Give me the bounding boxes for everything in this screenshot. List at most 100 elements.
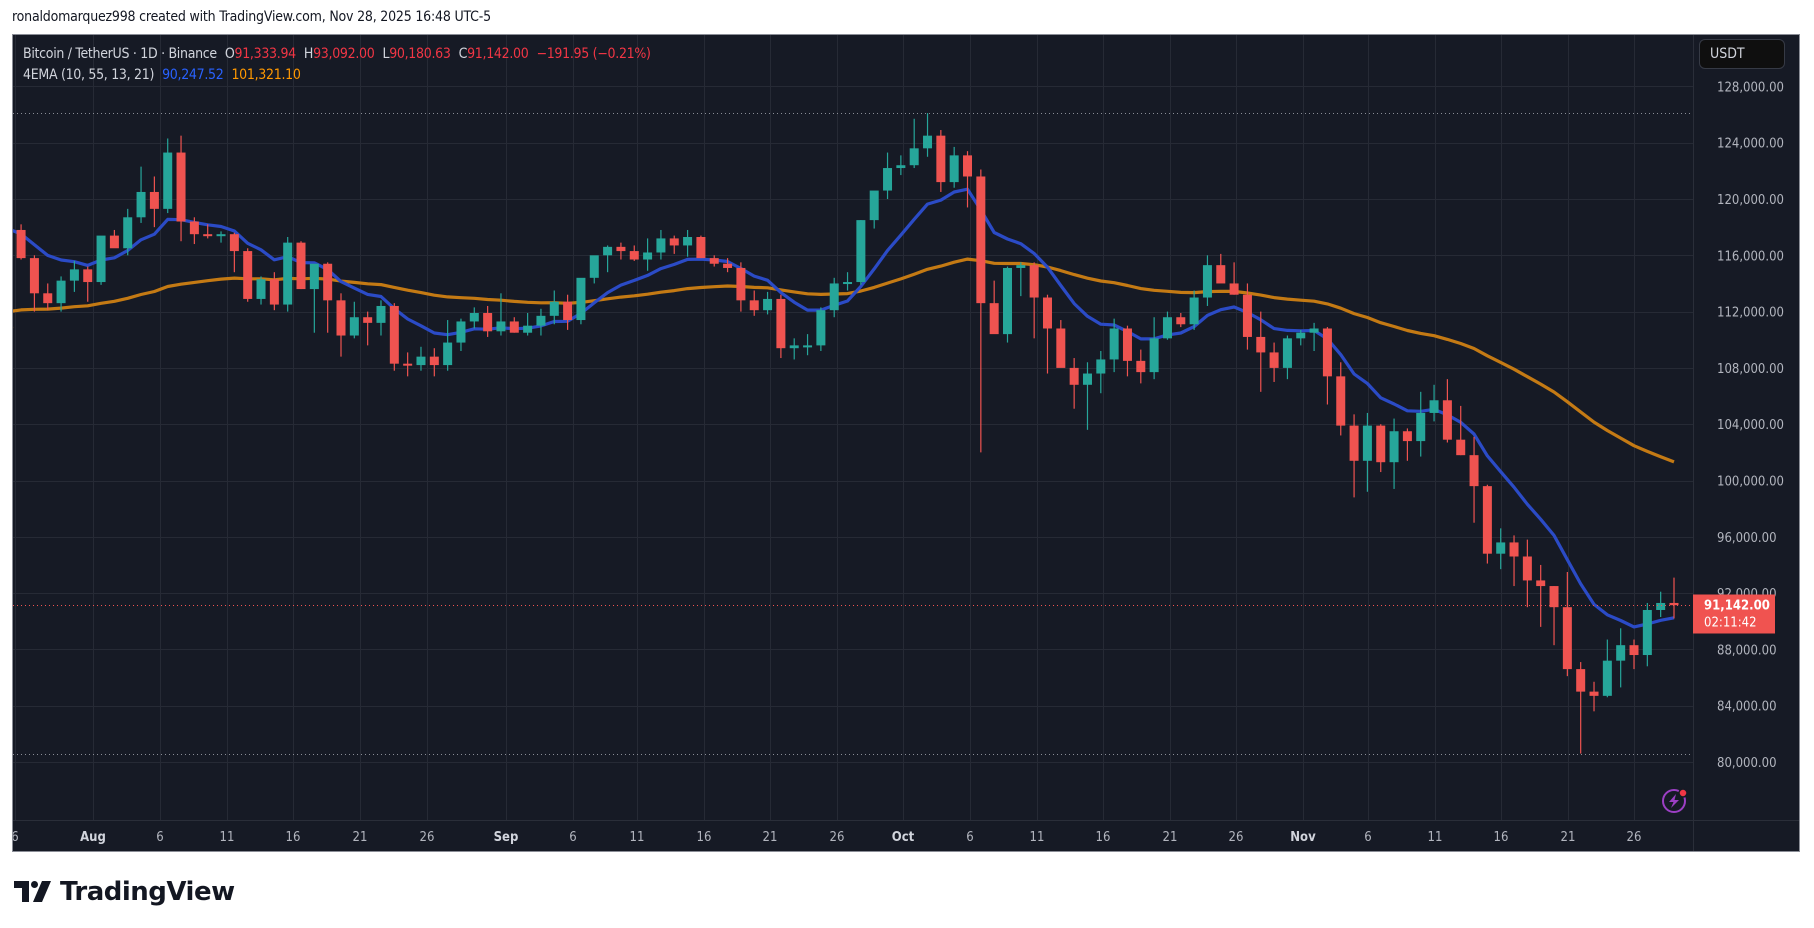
candle[interactable] [749, 290, 759, 316]
candle[interactable] [1229, 262, 1239, 295]
candle[interactable] [683, 229, 693, 257]
candle[interactable] [603, 245, 613, 273]
candle[interactable] [1056, 320, 1066, 368]
candle[interactable] [896, 155, 906, 176]
candle[interactable] [563, 294, 573, 330]
candle[interactable] [829, 277, 839, 318]
candle[interactable] [616, 242, 626, 260]
candle[interactable] [496, 293, 506, 336]
candle[interactable] [1496, 528, 1506, 570]
candle[interactable] [1656, 591, 1666, 618]
candle[interactable] [736, 262, 746, 312]
candle[interactable] [1016, 262, 1026, 297]
candle[interactable] [723, 258, 733, 273]
candle[interactable] [789, 338, 799, 360]
candle[interactable] [189, 217, 199, 245]
candle[interactable] [816, 307, 826, 352]
candle[interactable] [1389, 418, 1399, 489]
candle[interactable] [1296, 329, 1306, 346]
candle[interactable] [1442, 379, 1452, 443]
candle[interactable] [229, 232, 239, 273]
indicator-title[interactable]: 4EMA (10, 55, 13, 21) [23, 67, 155, 83]
candle[interactable] [696, 235, 706, 259]
candle[interactable] [469, 307, 479, 329]
candle[interactable] [976, 169, 986, 453]
candle[interactable] [803, 334, 813, 356]
candle[interactable] [923, 113, 933, 157]
candle[interactable] [763, 291, 773, 315]
candle[interactable] [1522, 539, 1532, 608]
candle[interactable] [1509, 535, 1519, 587]
candle[interactable] [296, 241, 306, 290]
currency-button[interactable]: USDT [1699, 39, 1785, 69]
candle[interactable] [1642, 602, 1652, 667]
candle[interactable] [1322, 327, 1332, 405]
candle[interactable] [509, 317, 519, 333]
candle[interactable] [349, 301, 359, 339]
candle[interactable] [1189, 290, 1199, 330]
symbol-title[interactable]: Bitcoin / TetherUS · 1D · Binance [23, 46, 217, 62]
candle[interactable] [1216, 253, 1226, 284]
candle[interactable] [589, 255, 599, 284]
candle[interactable] [1376, 424, 1386, 473]
candle[interactable] [56, 276, 66, 312]
candle[interactable] [363, 311, 373, 346]
candle[interactable] [269, 272, 279, 311]
candle[interactable] [109, 229, 119, 249]
candle[interactable] [856, 220, 866, 285]
candle[interactable] [1096, 351, 1106, 394]
candle[interactable] [576, 277, 586, 325]
candle[interactable] [389, 303, 399, 371]
candle[interactable] [989, 280, 999, 335]
candle[interactable] [1309, 322, 1319, 352]
candle[interactable] [1176, 313, 1186, 328]
candle[interactable] [176, 135, 186, 242]
candle[interactable] [1482, 484, 1492, 564]
candle[interactable] [883, 152, 893, 199]
candle[interactable] [16, 224, 26, 260]
candle[interactable] [1042, 294, 1052, 374]
candle[interactable] [643, 238, 653, 271]
candle[interactable] [443, 320, 453, 371]
candle[interactable] [456, 318, 466, 352]
candle[interactable] [123, 208, 133, 256]
candle[interactable] [1616, 628, 1626, 688]
candle[interactable] [283, 237, 293, 312]
candle[interactable] [1136, 349, 1146, 384]
candle[interactable] [869, 190, 879, 229]
candle[interactable] [483, 305, 493, 337]
candle[interactable] [403, 352, 413, 377]
candle[interactable] [963, 151, 973, 208]
candle[interactable] [843, 272, 853, 291]
candle[interactable] [1082, 362, 1092, 430]
candle[interactable] [323, 262, 333, 333]
candle[interactable] [136, 166, 146, 223]
time-axis[interactable]: 6 Aug 6 11 16 21 26 Sep 6 11 16 21 26 Oct 6 11 16 21 26 Nov… [13, 830, 1641, 845]
candle[interactable] [549, 290, 559, 325]
candle[interactable] [1242, 283, 1252, 350]
candle[interactable] [1402, 428, 1412, 461]
candle[interactable] [216, 231, 226, 243]
candlestick-chart[interactable]: 80,000.0084,000.0088,000.0092,000.0096,0… [13, 35, 1800, 852]
candle[interactable] [1029, 262, 1039, 339]
candle[interactable] [376, 300, 386, 336]
chart-frame[interactable]: Bitcoin / TetherUS · 1D · Binance O 91,33… [12, 34, 1800, 852]
candle[interactable] [709, 255, 719, 267]
candle[interactable] [669, 235, 679, 254]
candle[interactable] [909, 118, 919, 169]
candle[interactable] [1629, 639, 1639, 670]
candle[interactable] [1109, 318, 1119, 373]
candle[interactable] [1469, 436, 1479, 523]
candle[interactable] [1429, 384, 1439, 422]
candle[interactable] [1282, 335, 1292, 380]
candle[interactable] [256, 276, 266, 305]
candle[interactable] [336, 293, 346, 357]
lightning-alert-icon[interactable] [1662, 788, 1688, 813]
candle[interactable] [1256, 311, 1266, 392]
candle[interactable] [936, 130, 946, 192]
candle[interactable] [1362, 412, 1372, 492]
candle[interactable] [309, 263, 319, 333]
candle[interactable] [1536, 564, 1546, 627]
candle[interactable] [1456, 405, 1466, 456]
candle[interactable] [1122, 325, 1132, 377]
